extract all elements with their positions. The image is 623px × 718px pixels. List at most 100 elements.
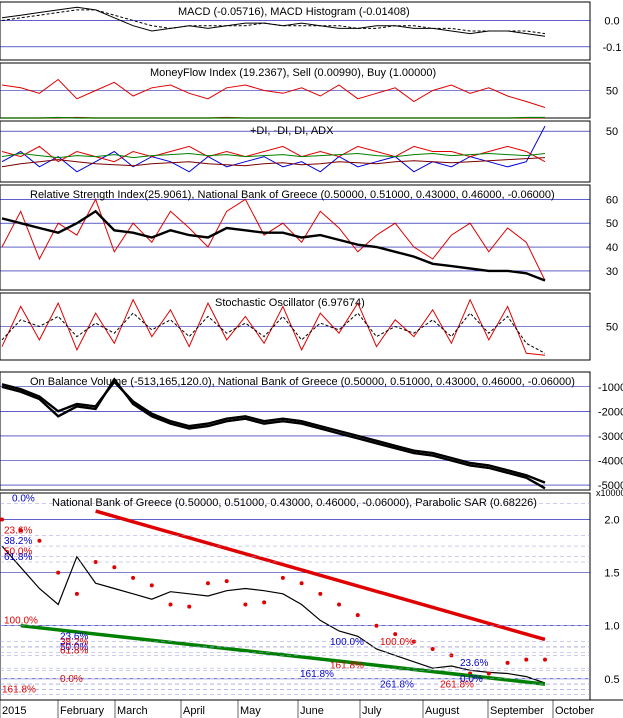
fib-label: 0.0% — [60, 674, 83, 685]
price-frame — [0, 492, 591, 701]
di-line — [1, 145, 546, 163]
fib-label: 161.8% — [300, 669, 334, 680]
x-tick-label: June — [300, 705, 324, 717]
macd-panel: 0.0 -0.1 MACD (-0.05716), MACD Histogram (… — [0, 1, 622, 61]
stoch-tick-label: 50 — [606, 322, 618, 334]
sar-dot — [374, 623, 379, 628]
sar-dot — [131, 575, 136, 580]
rsi-tick-label: 30 — [606, 266, 618, 278]
price-tick-label: 1.5 — [604, 568, 619, 580]
rsi-frame — [0, 184, 591, 291]
macd-tick-label: -0.1 — [603, 42, 622, 54]
price-tick-label: 1.0 — [604, 621, 619, 633]
fib-label: 261.8% — [380, 679, 414, 690]
adx-line — [1, 157, 546, 168]
price-line — [1, 379, 546, 484]
sar-dot — [18, 528, 23, 533]
fib-label: 61.8% — [4, 552, 32, 563]
sar-dot — [112, 565, 117, 570]
fib-label: 0.0% — [12, 494, 35, 505]
sar-dot — [486, 671, 491, 676]
fib-label: 38.2% — [4, 536, 32, 547]
x-tick-label: July — [362, 705, 382, 717]
sar-dot — [74, 591, 79, 596]
sar-dot — [56, 570, 61, 575]
obv-title: On Balance Volume (-513,165,120.0), Nati… — [30, 376, 575, 388]
rsi-tick-label: 50 — [606, 218, 618, 230]
obv-unit-label: x100000 — [596, 488, 623, 498]
obv-tick-label: -5000 — [598, 480, 623, 492]
sar-dot — [543, 657, 547, 662]
sar-dot — [393, 632, 398, 637]
fib-label: 0.0% — [460, 674, 483, 685]
sar-dot — [337, 602, 342, 607]
macd-title: MACD (-0.05716), MACD Histogram (-0.0140… — [178, 6, 410, 18]
fib-label: 23.6% — [4, 525, 32, 536]
x-tick-label: 2015 — [2, 705, 26, 717]
sar-dot — [318, 591, 323, 596]
di-line — [1, 152, 546, 159]
obv-tick-label: -1000 — [598, 382, 623, 394]
sar-dot — [355, 613, 360, 618]
stoch-panel: 50 Stochastic Oscillator (6.97674) — [0, 292, 618, 361]
sar-dot — [37, 538, 42, 543]
obv-line — [1, 377, 546, 490]
price-line — [1, 209, 546, 282]
x-tick-label: May — [240, 705, 261, 717]
rsi-tick-label: 60 — [606, 194, 618, 206]
sar-dot — [187, 604, 192, 609]
sar-dot — [205, 581, 210, 586]
sar-dot — [224, 579, 229, 584]
sar-dot — [243, 602, 248, 607]
sar-dot — [430, 647, 435, 652]
fib-label: 100.0% — [4, 616, 38, 627]
fib-label: 38.2% — [60, 637, 88, 648]
x-tick-label: August — [425, 705, 459, 717]
obv-tick-label: -2000 — [598, 406, 623, 418]
sar-dot — [505, 660, 510, 665]
fib-label: 100.0% — [380, 637, 414, 648]
sar-dot — [149, 583, 154, 588]
chart-panels: 0.0 -0.1 MACD (-0.05716), MACD Histogram (… — [0, 1, 623, 701]
sar-dot — [93, 560, 98, 564]
dmi-tick-label: 50 — [606, 126, 618, 138]
price-title: National Bank of Greece (0.50000, 0.5100… — [52, 497, 537, 509]
dmi-panel: 50 +DI, -DI, DI, ADX — [0, 120, 618, 183]
signal-line — [1, 9, 546, 35]
obv-tick-label: -3000 — [598, 431, 623, 443]
buy-line — [2, 116, 545, 119]
fib-label: 261.8% — [440, 679, 474, 690]
close-line — [1, 545, 546, 684]
fib-label: 50.0% — [4, 547, 32, 558]
x-axis: 2015 February March April May June July August S… — [0, 699, 623, 718]
sar-dot — [262, 600, 267, 605]
sar-dot — [524, 657, 529, 662]
mfi-panel: 50 MoneyFlow Index (19.2367), Sell (0.009… — [0, 62, 618, 119]
fib-label: 61.8% — [60, 645, 88, 656]
fib-label: 23.6% — [60, 632, 88, 643]
x-tick-label: March — [117, 705, 148, 717]
obv-frame — [0, 371, 591, 491]
moneyflow-index-line — [1, 78, 546, 108]
support-trendline — [20, 623, 546, 686]
x-tick-label: February — [60, 705, 105, 717]
x-tick-label: October — [555, 705, 594, 717]
resistance-trendline — [95, 509, 546, 642]
k-line — [1, 298, 546, 356]
mfi-tick-label: 50 — [606, 86, 618, 98]
rsi-title: Relative Strength Index(25.9061), Nation… — [30, 189, 555, 201]
stoch-title: Stochastic Oscillator (6.97674) — [215, 297, 365, 309]
fib-label: 100.0% — [330, 637, 364, 648]
dmi-title: +DI, -DI, DI, ADX — [250, 125, 334, 137]
price-tick-label: 0.5 — [604, 674, 619, 686]
rsi-tick-label: 40 — [606, 242, 618, 254]
d-line — [1, 312, 546, 354]
macd-tick-label: 0.0 — [604, 15, 619, 27]
rsi-line — [1, 198, 546, 281]
sar-dot — [280, 575, 285, 580]
x-tick-label: April — [183, 705, 205, 717]
obv-panel: -1000 -2000 -3000 -4000 -5000x100000 On Balan… — [0, 371, 623, 498]
sar-dot — [168, 602, 173, 607]
sar-dot — [299, 581, 304, 586]
